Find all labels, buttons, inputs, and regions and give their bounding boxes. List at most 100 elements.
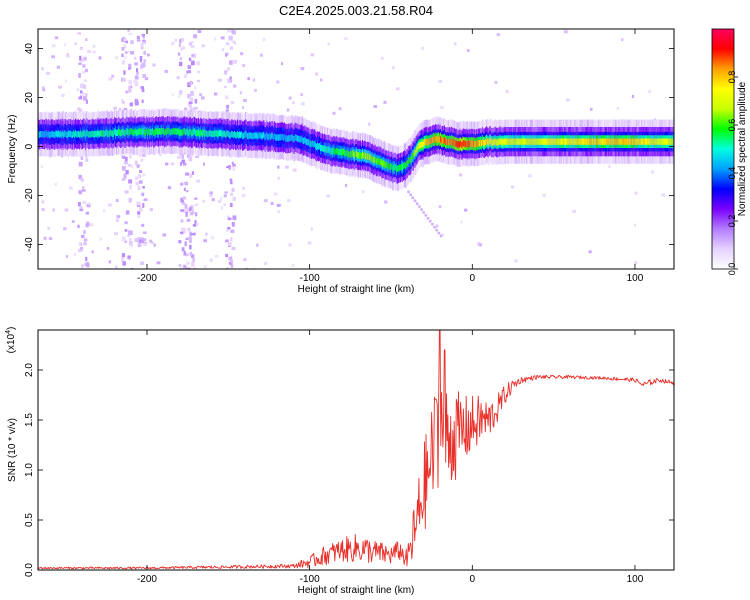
heatmap-cell	[638, 138, 640, 145]
heatmap-cell	[537, 138, 540, 145]
heatmap-cell	[290, 134, 293, 141]
heatmap-cell	[602, 138, 604, 145]
heatmap-cell	[644, 138, 646, 145]
heatmap-cell	[151, 128, 153, 136]
heatmap-cell	[56, 131, 59, 138]
heatmap-cell	[437, 136, 439, 143]
heatmap-cell	[189, 205, 194, 210]
heatmap-cell	[232, 215, 237, 221]
heatmap-cell	[185, 129, 187, 136]
heatmap-cell	[106, 129, 108, 136]
heatmap-cell	[77, 32, 81, 35]
heatmap-cell	[60, 130, 63, 137]
heatmap-cell	[143, 242, 148, 246]
heatmap-cell	[540, 138, 543, 145]
heatmap-cell	[113, 232, 118, 236]
heatmap-cell	[60, 93, 65, 97]
heatmap-cell	[85, 158, 89, 162]
heatmap-cell	[635, 138, 637, 145]
heatmap-cell	[158, 128, 160, 135]
heatmap-cell	[389, 163, 391, 171]
heatmap-cell	[181, 201, 186, 205]
heatmap-cell	[180, 267, 184, 269]
heatmap-cell	[197, 70, 201, 74]
heatmap-cell	[339, 148, 342, 156]
heatmap-cell	[149, 208, 153, 212]
heatmap-cell	[338, 107, 342, 111]
heatmap-cell	[51, 55, 56, 59]
heatmap-cell	[380, 56, 384, 60]
heatmap-cell	[531, 138, 534, 145]
heatmap-cell	[100, 129, 103, 137]
heatmap-cell	[369, 154, 372, 161]
heatmap-cell	[541, 138, 544, 145]
heatmap-cell	[276, 80, 280, 84]
heatmap-cell	[127, 234, 130, 237]
heatmap-cell	[136, 129, 139, 136]
heatmap-cell	[190, 45, 195, 48]
x-tick-label: -200	[137, 574, 157, 585]
heatmap-cell	[245, 131, 248, 138]
heatmap-cell	[267, 133, 269, 140]
heatmap-cell	[472, 140, 474, 147]
heatmap-cell	[400, 164, 402, 171]
heatmap-cell	[183, 250, 186, 256]
heatmap-cell	[560, 138, 562, 145]
heatmap-cell	[77, 249, 82, 253]
heatmap-cell	[535, 138, 538, 145]
heatmap-cell	[147, 129, 149, 137]
heatmap-cell	[375, 158, 378, 165]
heatmap-cell	[41, 131, 44, 138]
heatmap-cell	[190, 90, 194, 96]
heatmap-cell	[395, 87, 400, 91]
heatmap-cell	[281, 133, 283, 141]
heatmap-cell	[130, 242, 133, 248]
heatmap-cell	[194, 98, 198, 104]
heatmap-cell	[65, 255, 68, 259]
heatmap-cell	[192, 129, 194, 136]
heatmap-cell	[667, 138, 670, 145]
heatmap-cell	[202, 199, 205, 203]
heatmap-cell	[487, 139, 490, 146]
heatmap-cell	[165, 128, 168, 136]
heatmap-cell	[396, 165, 398, 173]
heatmap-cell	[652, 138, 655, 145]
heatmap-cell	[153, 243, 157, 247]
heatmap-cell	[565, 138, 568, 145]
heatmap-cell	[564, 30, 568, 34]
heatmap-cell	[125, 210, 130, 215]
heatmap-cell	[557, 138, 559, 145]
heatmap-cell	[439, 136, 441, 144]
heatmap-cell	[317, 142, 319, 150]
heatmap-cell	[203, 130, 206, 137]
heatmap-cell	[457, 141, 460, 148]
heatmap-cell	[567, 138, 570, 145]
heatmap-cell	[52, 130, 55, 138]
heatmap-cell	[248, 132, 251, 139]
heatmap-cell	[646, 138, 649, 145]
heatmap-cell	[227, 130, 229, 137]
heatmap-cell	[262, 38, 266, 42]
heatmap-cell	[123, 173, 127, 179]
heatmap-cell	[598, 138, 600, 145]
heatmap-cell	[349, 151, 351, 158]
heatmap-cell	[140, 64, 144, 69]
heatmap-cell	[440, 105, 444, 109]
heatmap-cell	[424, 214, 428, 217]
heatmap-cell	[141, 192, 145, 197]
heatmap-cell	[193, 86, 197, 90]
heatmap-cell	[81, 189, 86, 192]
heatmap-cell	[474, 140, 476, 148]
heatmap-cell	[482, 138, 484, 145]
heatmap-cell	[230, 192, 234, 196]
heatmap-cell	[208, 129, 211, 137]
heatmap-cell	[323, 145, 326, 152]
heatmap-cell	[123, 70, 126, 75]
heatmap-cell	[354, 152, 356, 159]
heatmap-cell	[618, 138, 621, 145]
heatmap-cell	[353, 151, 355, 158]
heatmap-cell	[85, 93, 88, 98]
heatmap-cell	[103, 209, 106, 213]
heatmap-cell	[612, 138, 615, 145]
heatmap-cell	[196, 61, 200, 66]
